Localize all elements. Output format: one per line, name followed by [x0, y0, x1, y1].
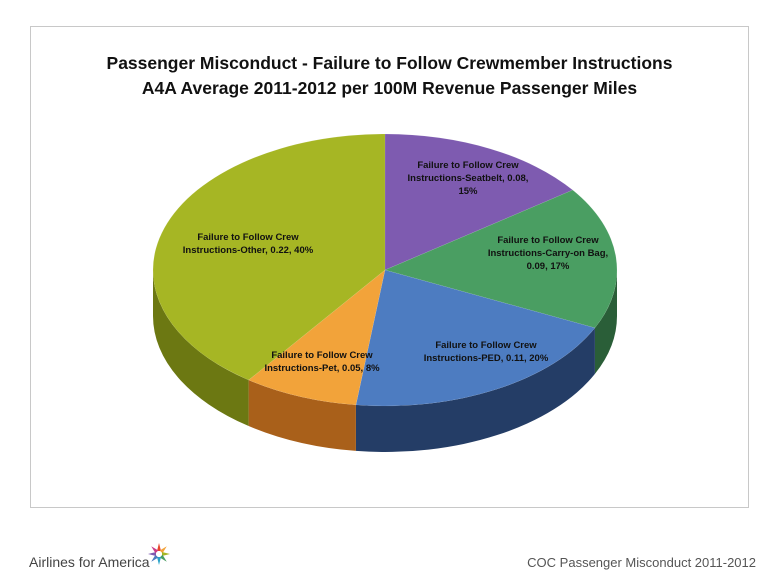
pie-slice-side-4 [153, 270, 249, 427]
pie-slice-0 [384, 133, 574, 271]
brand-name: Airlines for America [29, 554, 150, 570]
pie-slice-label-4: Failure to Follow Crew Instructions-Other… [183, 232, 314, 256]
pie-slice-4 [152, 133, 386, 381]
pie-slice-side-1 [594, 270, 617, 374]
pie-slice-1 [384, 189, 618, 329]
pie-slice-2 [355, 269, 596, 407]
airlines-logo-icon [148, 543, 170, 565]
pie-slice-side-3 [248, 380, 356, 451]
pie-slice-3 [248, 269, 386, 406]
pie-slice-label-0: Failure to Follow Crew Instructions-Seatb… [408, 160, 529, 197]
pie-slice-side-2 [355, 327, 595, 453]
pie-slice-label-3: Failure to Follow Crew Instructions-Pet, … [264, 350, 380, 374]
pie-slice-label-1: Failure to Follow Crew Instructions-Carry… [488, 235, 608, 272]
pie-slice-label-2: Failure to Follow Crew Instructions-PED, … [424, 340, 549, 364]
chart-subtitle: A4A Average 2011-2012 per 100M Revenue P… [141, 78, 638, 98]
footer-caption: COC Passenger Misconduct 2011-2012 [527, 555, 756, 570]
chart-title: Passenger Misconduct - Failure to Follow… [106, 53, 673, 73]
